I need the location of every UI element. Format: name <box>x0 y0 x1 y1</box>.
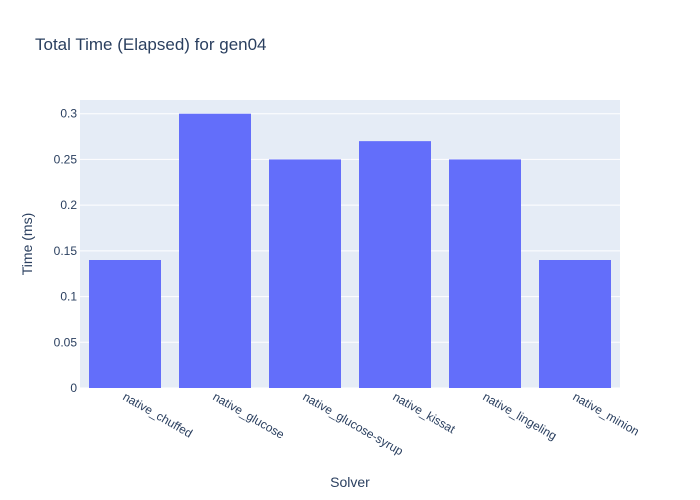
bar-native_glucose[interactable] <box>179 113 251 388</box>
bar-native_glucose-syrup[interactable] <box>269 159 341 388</box>
x-axis-title: Solver <box>330 474 370 490</box>
bar-native_lingeling[interactable] <box>449 159 521 388</box>
y-axis-ticks: 0 0.05 0.1 0.15 0.2 0.25 0.3 <box>54 107 78 395</box>
y-tick-label: 0.3 <box>60 107 77 121</box>
y-tick-label: 0 <box>70 381 77 395</box>
y-axis-title: Time (ms) <box>19 213 35 275</box>
bar-native_chuffed[interactable] <box>89 260 161 388</box>
y-tick-label: 0.25 <box>54 152 78 166</box>
y-tick-label: 0.2 <box>60 198 77 212</box>
y-tick-label: 0.1 <box>60 290 77 304</box>
x-tick-label: native_minion <box>571 389 642 438</box>
chart-title: Total Time (Elapsed) for gen04 <box>35 35 267 54</box>
bar-native_minion[interactable] <box>539 260 611 388</box>
gridlines <box>80 113 620 389</box>
x-tick-label: native_chuffed <box>121 389 195 440</box>
x-axis-ticks: native_chuffed native_glucose native_gluco… <box>121 389 642 458</box>
x-tick-label: native_kissat <box>391 389 459 436</box>
bars <box>89 113 611 388</box>
y-tick-label: 0.05 <box>54 335 78 349</box>
y-tick-label: 0.15 <box>54 244 78 258</box>
x-tick-label: native_glucose <box>211 389 288 441</box>
x-tick-label: native_glucose-syrup <box>301 389 406 458</box>
x-tick-label: native_lingeling <box>481 389 560 442</box>
plot-area <box>80 100 620 388</box>
bar-native_kissat[interactable] <box>359 141 431 388</box>
